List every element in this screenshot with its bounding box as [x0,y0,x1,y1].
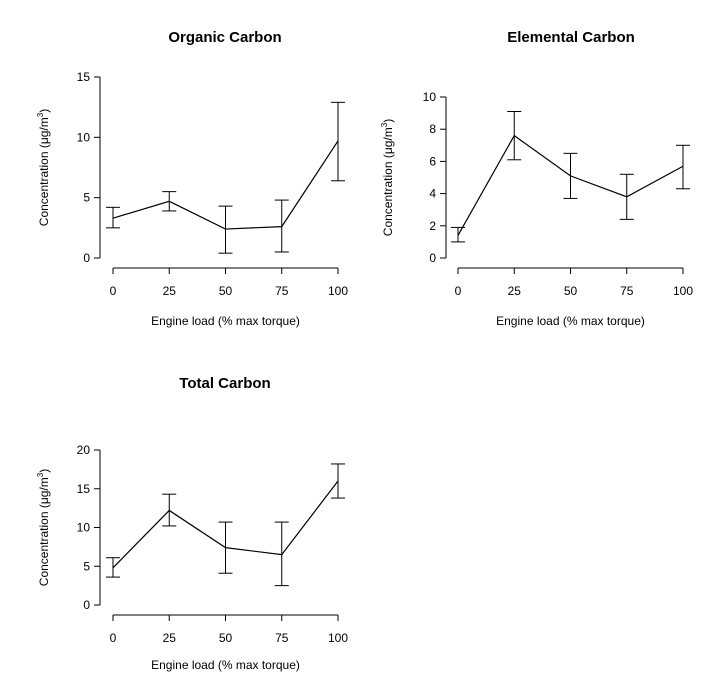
x-tick-label: 0 [110,284,117,298]
y-tick-label: 10 [77,521,91,535]
y-tick-label: 10 [77,130,91,144]
x-axis-label: Engine load (% max torque) [496,314,645,328]
y-tick-label: 15 [77,482,91,496]
chart-panel-3: Total Carbon 0 5 10 15 20 0 25 50 75 100 Engine loa… [36,375,348,672]
y-tick-label: 6 [429,154,436,168]
y-tick-label: 20 [77,443,91,457]
x-tick-label: 100 [673,284,693,298]
y-tick-label: 5 [83,559,90,573]
y-axis-label: Concentration (μg/m3) [36,469,51,586]
x-axis-label: Engine load (% max torque) [151,658,300,672]
x-tick-label: 100 [328,284,348,298]
x-tick-label: 0 [110,631,117,645]
x-tick-label: 50 [219,284,233,298]
y-tick-label: 0 [429,251,436,265]
y-tick-label: 5 [83,191,90,205]
y-axis-label-superscript: 3 [36,112,45,117]
y-axis-label: Concentration (μg/m3) [36,109,51,226]
x-tick-label: 25 [163,284,177,298]
y-tick-label: 8 [429,122,436,136]
y-axis-label: Concentration (μg/m3) [380,119,395,236]
y-axis-label-main: Concentration (μg/m [37,477,51,586]
chart-title: Elemental Carbon [507,29,635,46]
y-tick-label: 4 [429,187,436,201]
y-axis-label-end: ) [37,109,51,113]
x-tick-label: 75 [275,284,289,298]
x-tick-label: 75 [620,284,634,298]
x-axis-label: Engine load (% max torque) [151,314,300,328]
y-axis-label-main: Concentration (μg/m [381,127,395,236]
y-axis-label-superscript: 3 [380,122,389,127]
y-axis-label-end: ) [381,119,395,123]
x-tick-label: 50 [219,631,233,645]
x-tick-label: 50 [564,284,578,298]
y-axis-label-end: ) [37,469,51,473]
y-tick-label: 10 [423,90,437,104]
chart-panel-1: Organic Carbon 0 5 10 15 0 25 50 75 100 Engine loa… [36,29,348,328]
y-tick-label: 15 [77,70,91,84]
y-tick-label: 2 [429,219,436,233]
y-axis-label-superscript: 3 [36,472,45,477]
chart-title: Organic Carbon [168,29,281,46]
x-tick-label: 25 [163,631,177,645]
y-tick-label: 0 [83,251,90,265]
x-tick-label: 75 [275,631,289,645]
x-tick-label: 100 [328,631,348,645]
chart-title: Total Carbon [179,375,270,392]
x-tick-label: 25 [508,284,522,298]
x-tick-label: 0 [455,284,462,298]
y-axis-label-main: Concentration (μg/m [37,117,51,226]
y-tick-label: 0 [83,598,90,612]
